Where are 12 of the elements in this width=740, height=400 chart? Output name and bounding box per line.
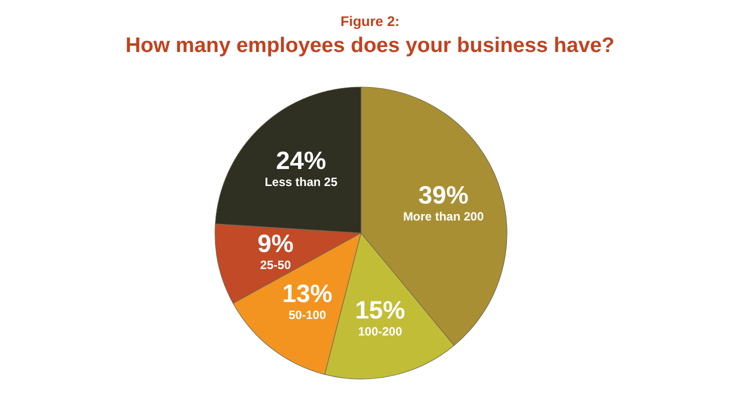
data-label: 24% [276,147,326,176]
chart-title: Figure 2: [340,13,400,29]
data-label: 13% [282,280,332,308]
slice-label: Less than 25 [264,175,338,190]
chart-subtitle: How many employees does your business have? [126,34,614,57]
slice-label: 50-100 [288,308,326,322]
data-label: 9% [257,230,294,258]
slice-label: 100-200 [358,324,402,338]
slice-label: More than 200 [403,209,484,224]
slice-label: 25-50 [260,258,292,272]
data-label: 39% [418,181,468,210]
data-label: 15% [355,296,406,324]
